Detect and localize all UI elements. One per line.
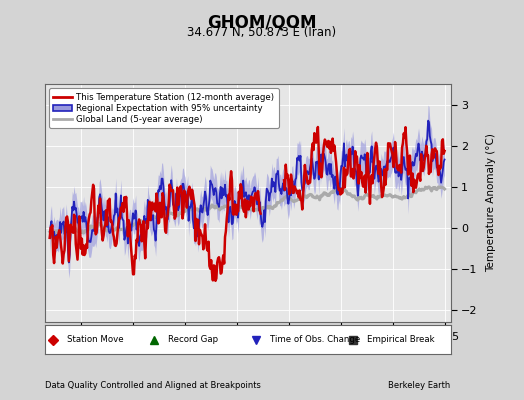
Legend: This Temperature Station (12-month average), Regional Expectation with 95% uncer: This Temperature Station (12-month avera… [49,88,279,128]
Text: GHOM/QOM: GHOM/QOM [208,14,316,32]
Text: Time of Obs. Change: Time of Obs. Change [270,335,360,344]
Text: 34.677 N, 50.873 E (Iran): 34.677 N, 50.873 E (Iran) [188,26,336,39]
Text: Station Move: Station Move [67,335,124,344]
Text: Berkeley Earth: Berkeley Earth [388,381,451,390]
Text: Record Gap: Record Gap [168,335,219,344]
Text: Empirical Break: Empirical Break [367,335,435,344]
Text: Data Quality Controlled and Aligned at Breakpoints: Data Quality Controlled and Aligned at B… [45,381,260,390]
Y-axis label: Temperature Anomaly (°C): Temperature Anomaly (°C) [486,134,496,272]
